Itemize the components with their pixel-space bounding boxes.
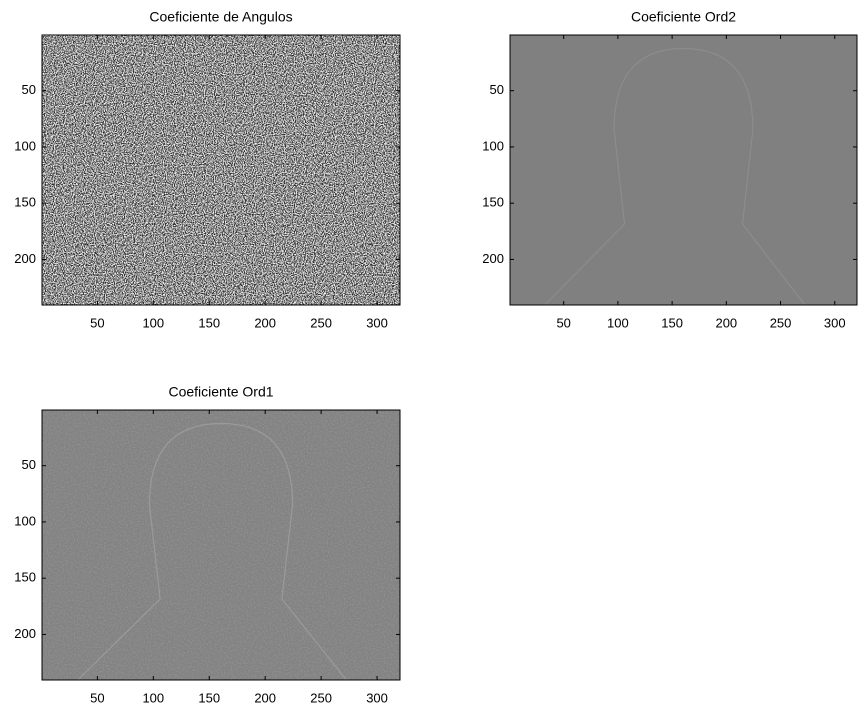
y-tick-label: 150 <box>482 195 504 210</box>
y-tick-label: 100 <box>14 138 36 153</box>
axes-box <box>41 34 401 306</box>
image <box>510 35 857 305</box>
x-tick-label: 100 <box>142 315 164 330</box>
x-tick-label: 200 <box>254 315 276 330</box>
image <box>42 410 400 680</box>
chart-title: Coeficiente Ord1 <box>168 384 273 400</box>
y-tick-label: 200 <box>14 251 36 266</box>
y-tick-label: 150 <box>14 195 36 210</box>
x-tick-label: 100 <box>142 690 164 705</box>
subplot: Coeficiente Ord1 50 100 150 200 250 300 50 100 15… <box>14 384 401 705</box>
axes-box <box>41 409 401 681</box>
axes-box <box>509 34 858 306</box>
y-tick-label: 50 <box>490 82 504 97</box>
x-tick-label: 50 <box>556 315 570 330</box>
chart-title: Coeficiente Ord2 <box>631 9 736 25</box>
y-tick-label: 100 <box>14 513 36 528</box>
image-feature <box>77 422 347 681</box>
image <box>42 35 400 305</box>
x-tick-label: 150 <box>661 315 683 330</box>
x-tick-label: 300 <box>366 690 388 705</box>
x-tick-label: 150 <box>198 315 220 330</box>
y-tick-label: 50 <box>22 457 36 472</box>
y-tick-label: 100 <box>482 138 504 153</box>
chart-title: Coeficiente de Angulos <box>149 9 292 25</box>
x-tick-label: 250 <box>770 315 792 330</box>
y-tick-label: 200 <box>482 251 504 266</box>
x-tick-label: 100 <box>607 315 629 330</box>
x-tick-label: 250 <box>310 315 332 330</box>
x-tick-label: 50 <box>90 315 104 330</box>
x-tick-label: 200 <box>715 315 737 330</box>
y-tick-label: 50 <box>22 82 36 97</box>
subplot: Coeficiente Ord2 50 100 150 200 250 300 50 100 15… <box>482 9 858 330</box>
x-tick-label: 50 <box>90 690 104 705</box>
x-tick-label: 250 <box>310 690 332 705</box>
x-tick-label: 200 <box>254 690 276 705</box>
y-tick-label: 200 <box>14 626 36 641</box>
image-feature <box>544 47 806 306</box>
y-tick-label: 150 <box>14 570 36 585</box>
x-tick-label: 300 <box>366 315 388 330</box>
x-tick-label: 150 <box>198 690 220 705</box>
subplot: Coeficiente de Angulos 50 100 150 200 250 300 5… <box>14 9 401 330</box>
x-tick-label: 300 <box>824 315 846 330</box>
